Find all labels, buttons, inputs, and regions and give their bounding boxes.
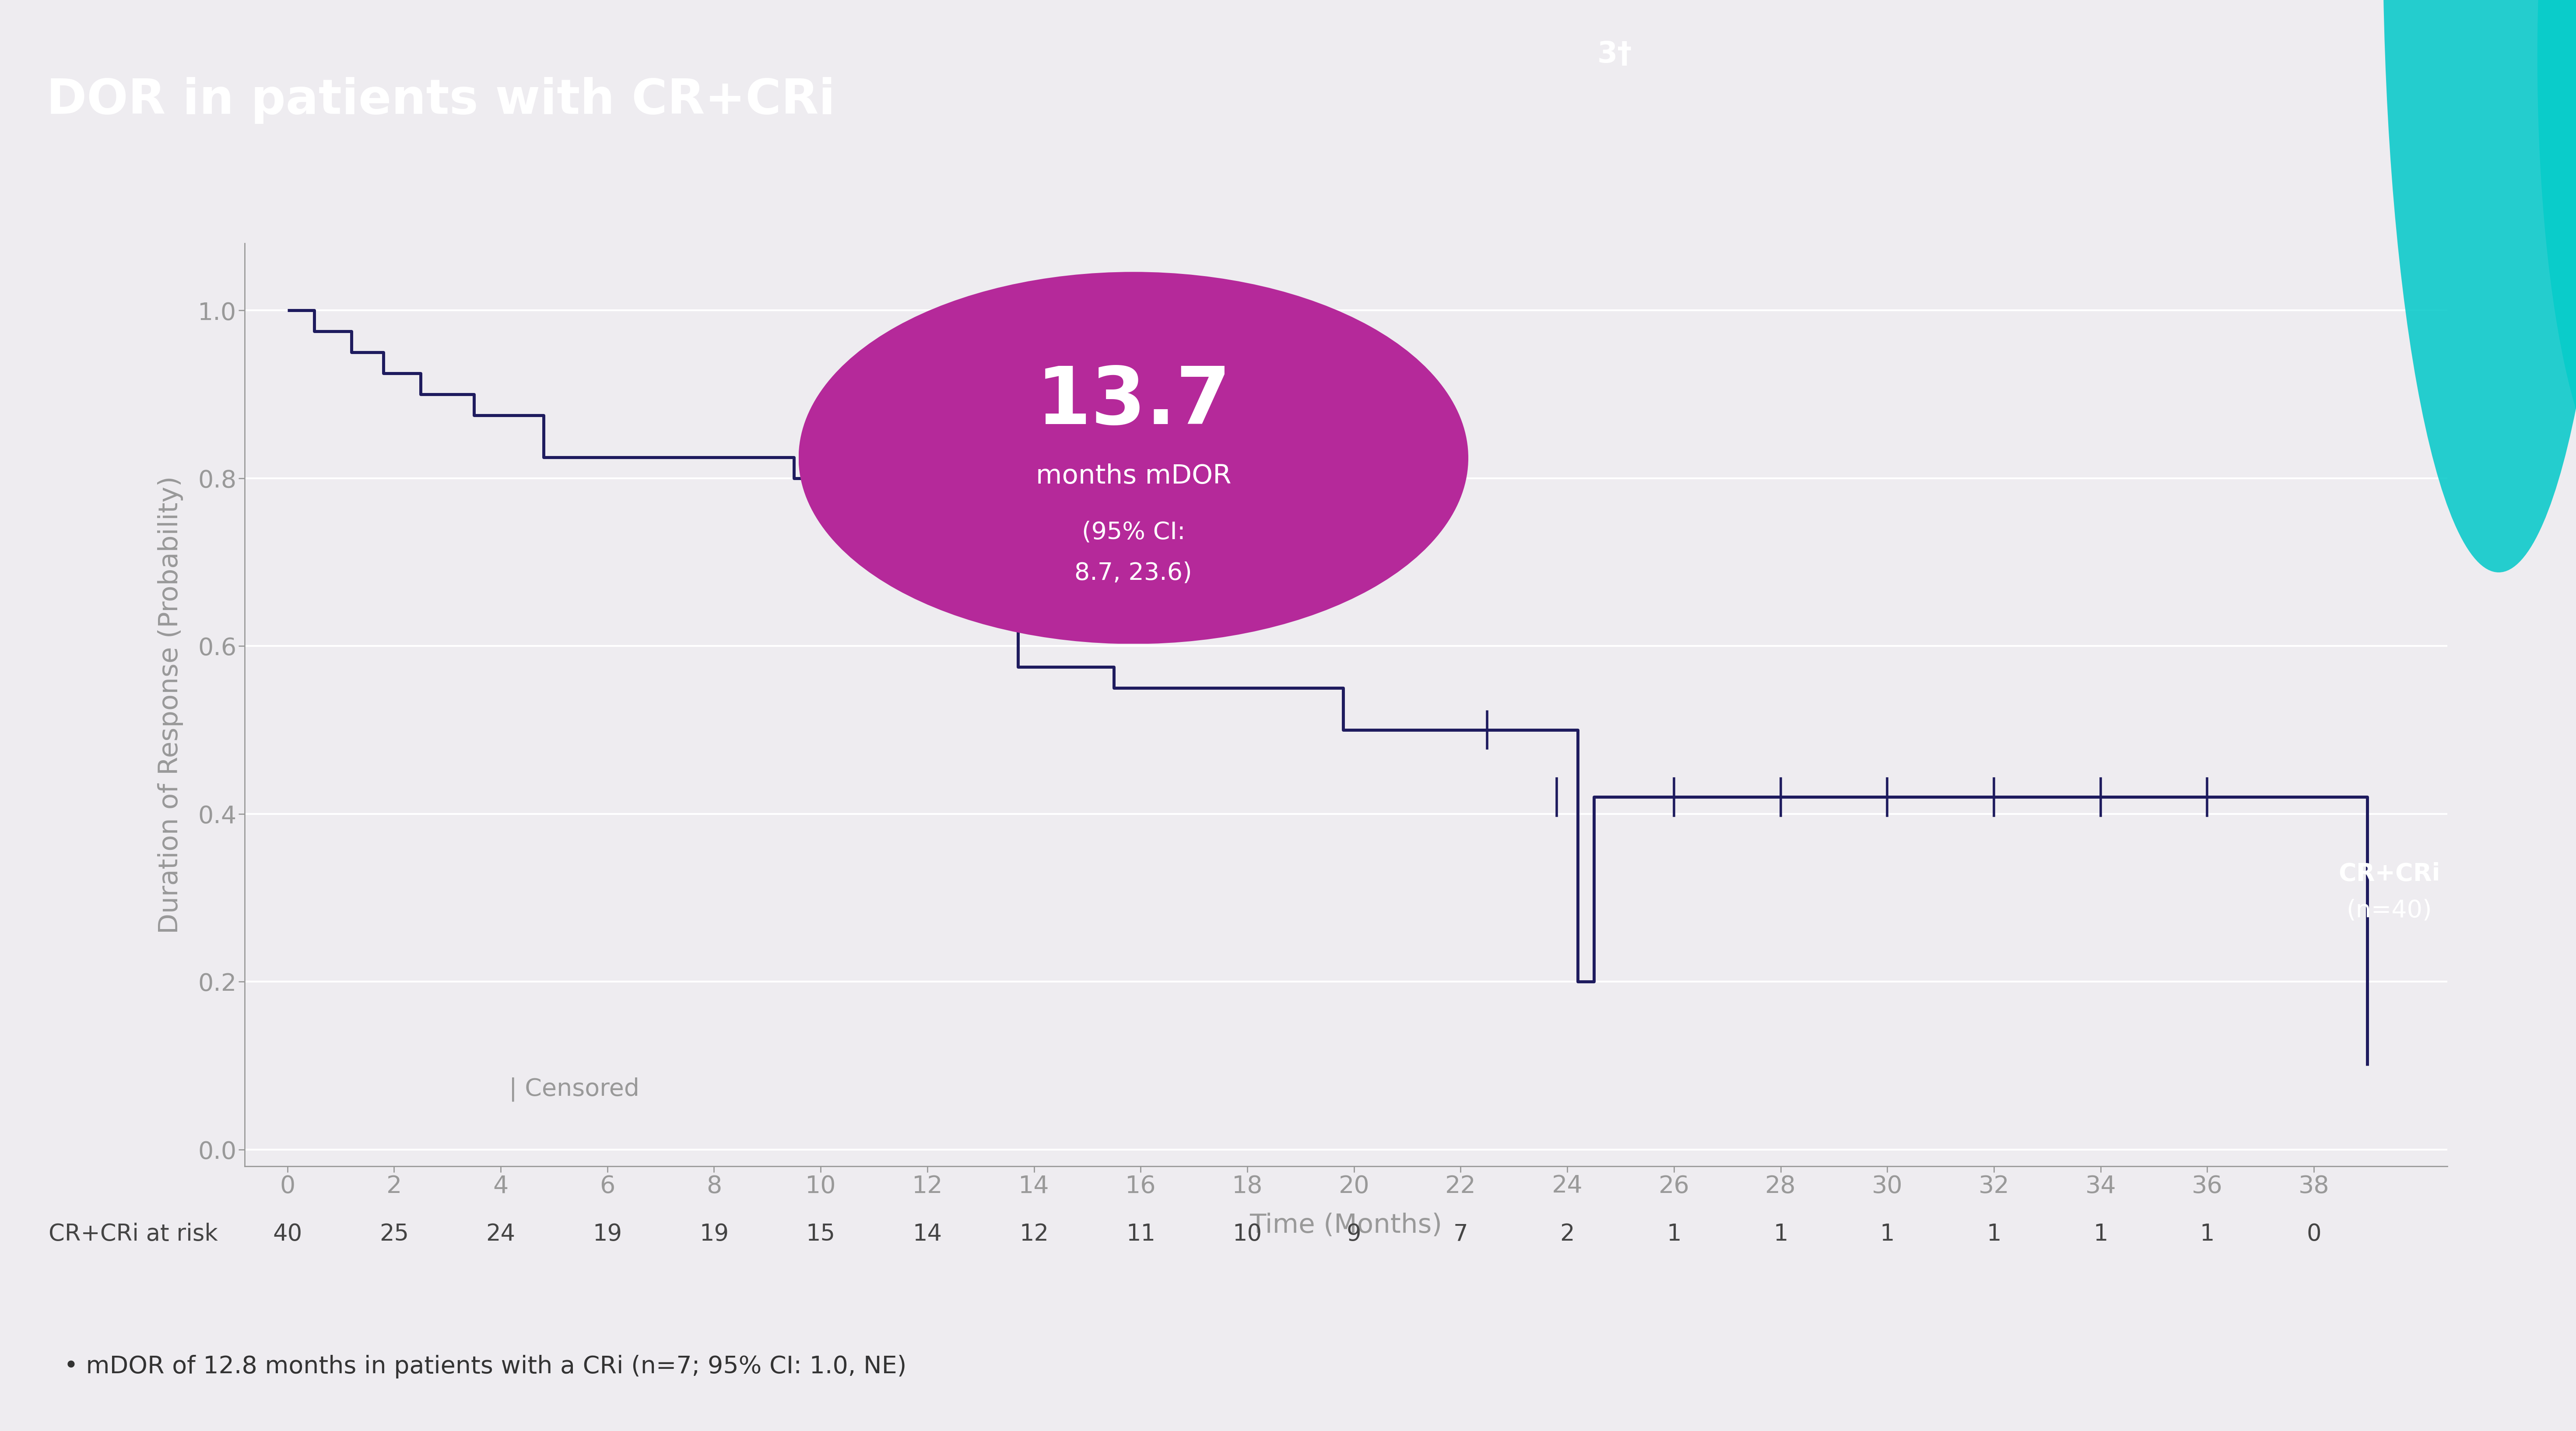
Text: 0: 0 <box>2306 1224 2321 1245</box>
X-axis label: Time (Months): Time (Months) <box>1249 1212 1443 1238</box>
Text: | Censored: | Censored <box>510 1078 639 1102</box>
Circle shape <box>799 272 1468 644</box>
Text: 40: 40 <box>273 1224 301 1245</box>
Text: 10: 10 <box>1231 1224 1262 1245</box>
Text: 1: 1 <box>1986 1224 2002 1245</box>
Text: 19: 19 <box>698 1224 729 1245</box>
Text: DOR in patients with CR+CRi: DOR in patients with CR+CRi <box>46 77 835 124</box>
Text: 13.7: 13.7 <box>1036 363 1231 441</box>
Text: 1: 1 <box>1772 1224 1788 1245</box>
Text: CR+CRi: CR+CRi <box>2339 861 2439 886</box>
Text: 25: 25 <box>379 1224 410 1245</box>
Text: CR+CRi at risk: CR+CRi at risk <box>49 1224 219 1245</box>
Text: (95% CI:: (95% CI: <box>1082 521 1185 544</box>
Text: 15: 15 <box>806 1224 835 1245</box>
Text: 24: 24 <box>487 1224 515 1245</box>
Text: 2: 2 <box>1561 1224 1574 1245</box>
Text: 9: 9 <box>1347 1224 1360 1245</box>
Text: (n=40): (n=40) <box>2347 899 2432 922</box>
Text: 1: 1 <box>1880 1224 1893 1245</box>
Text: months mDOR: months mDOR <box>1036 464 1231 489</box>
Text: • mDOR of 12.8 months in patients with a CRi (n=7; 95% CI: 1.0, NE): • mDOR of 12.8 months in patients with a… <box>64 1355 907 1378</box>
Text: 11: 11 <box>1126 1224 1154 1245</box>
Text: 14: 14 <box>912 1224 943 1245</box>
Text: 1: 1 <box>2094 1224 2107 1245</box>
Text: 19: 19 <box>592 1224 621 1245</box>
Y-axis label: Duration of Response (Probability): Duration of Response (Probability) <box>157 477 183 933</box>
Text: 12: 12 <box>1020 1224 1048 1245</box>
Text: 1: 1 <box>1667 1224 1682 1245</box>
Text: 3†: 3† <box>1597 40 1633 69</box>
Text: 8.7, 23.6): 8.7, 23.6) <box>1074 561 1193 585</box>
Text: 7: 7 <box>1453 1224 1468 1245</box>
Text: 1: 1 <box>2200 1224 2215 1245</box>
